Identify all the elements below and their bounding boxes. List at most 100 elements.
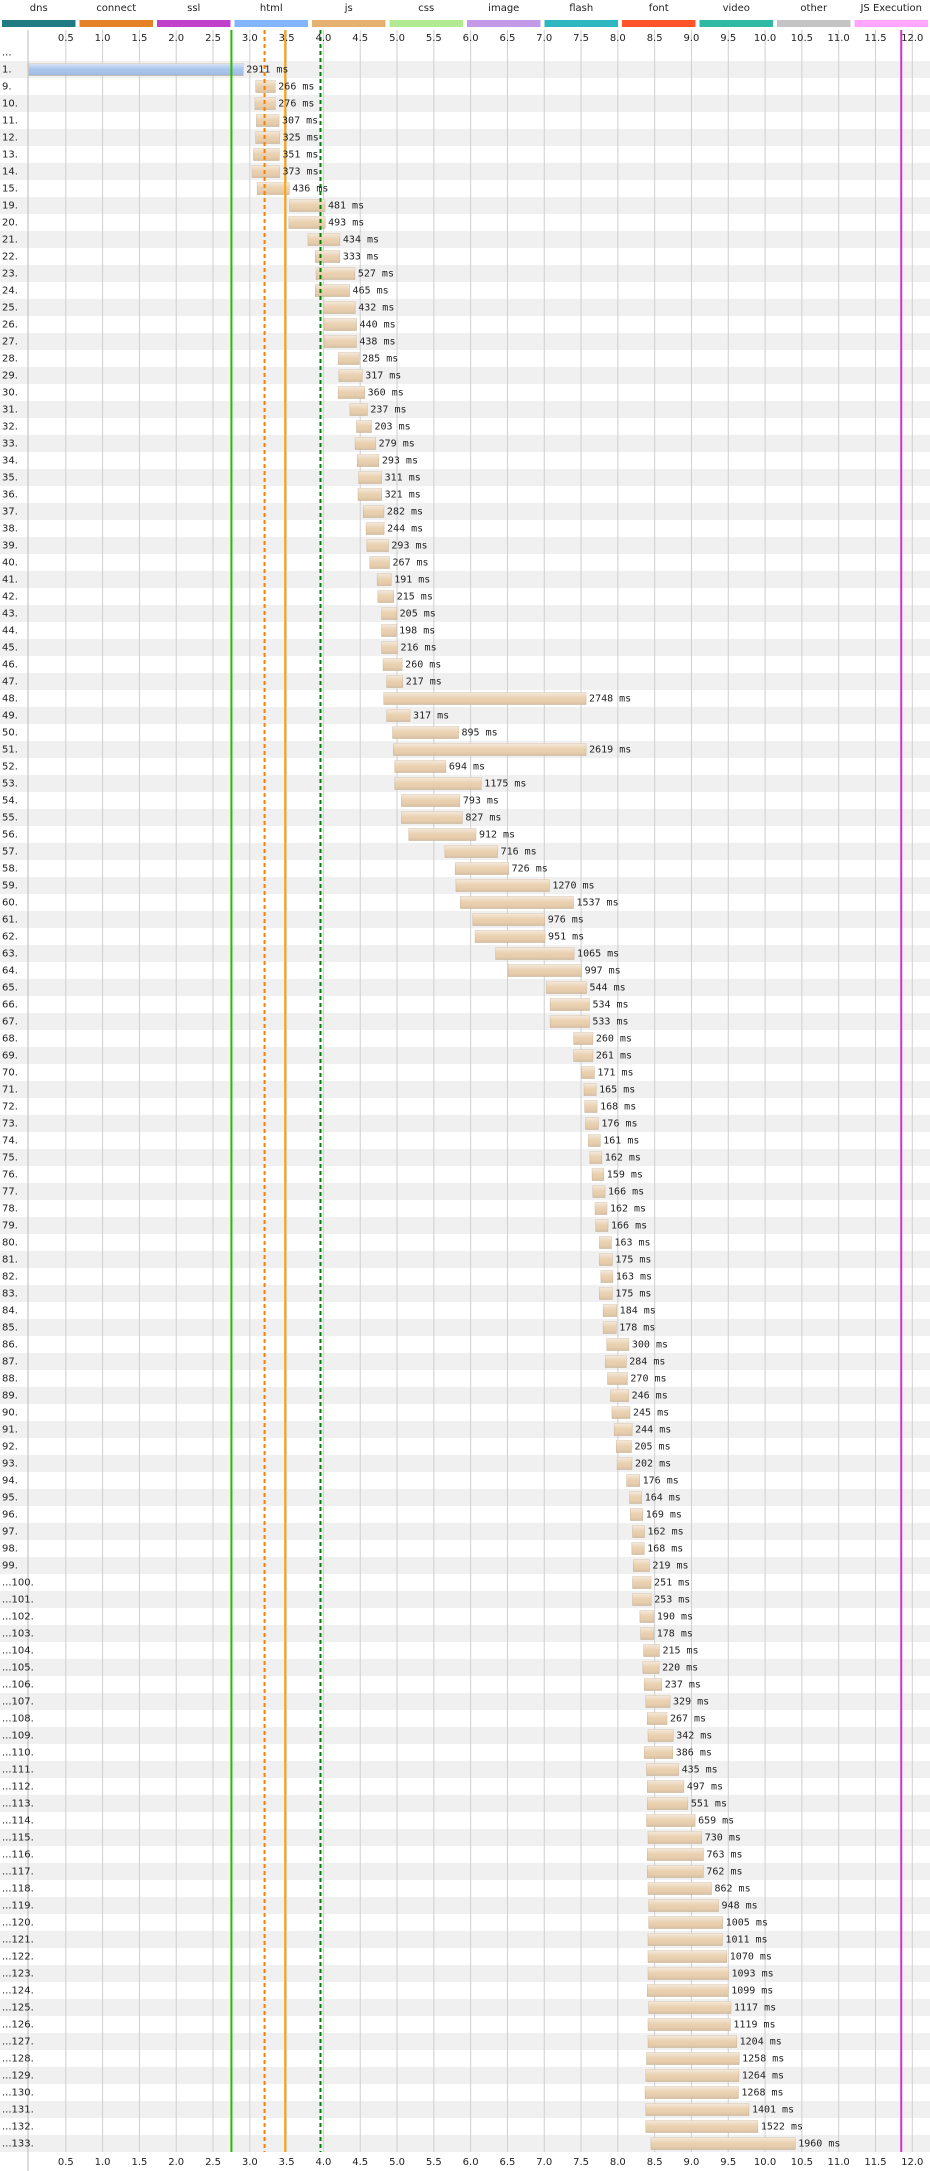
row-stripe — [0, 265, 930, 282]
row-label: 98. — [2, 1544, 18, 1555]
bar-shine — [455, 862, 509, 875]
labels: dns connect ssl html js css image flash font vide… — [2, 3, 923, 2168]
duration-label: 551 ms — [691, 1799, 727, 1810]
duration-label: 162 ms — [610, 1204, 646, 1215]
duration-label: 261 ms — [596, 1051, 632, 1062]
row-label: 69. — [2, 1051, 18, 1062]
row-label: 1. — [2, 65, 12, 76]
bar-shine — [640, 1627, 654, 1640]
duration-label: 164 ms — [645, 1493, 681, 1504]
row-stripe — [0, 979, 930, 996]
bar-shine — [358, 471, 382, 484]
bar-shine — [592, 1185, 606, 1198]
duration-label: 171 ms — [597, 1068, 633, 1079]
bar-shine — [647, 1865, 704, 1878]
row-stripe — [0, 1081, 930, 1098]
bar-shine — [444, 845, 498, 858]
duration-label: 245 ms — [633, 1408, 669, 1419]
duration-label: 178 ms — [657, 1629, 693, 1640]
row-label: 26. — [2, 320, 18, 331]
row-label: 38. — [2, 524, 18, 535]
x-tick-label: 1.0 — [95, 2157, 111, 2168]
duration-label: 497 ms — [687, 1782, 723, 1793]
x-tick-label: 11.5 — [864, 2157, 886, 2168]
duration-label: 175 ms — [615, 1255, 651, 1266]
row-label: 34. — [2, 456, 18, 467]
duration-label: 793 ms — [463, 796, 499, 807]
legend-swatch — [79, 20, 153, 27]
duration-label: 260 ms — [596, 1034, 632, 1045]
row-label: ...129. — [2, 2071, 34, 2082]
duration-label: 1264 ms — [742, 2071, 784, 2082]
duration-label: 438 ms — [359, 337, 395, 348]
duration-label: 161 ms — [603, 1136, 639, 1147]
bar-shine — [639, 1610, 654, 1623]
row-label: 46. — [2, 660, 18, 671]
row-label: ...109. — [2, 1731, 34, 1742]
row-stripe — [0, 129, 930, 146]
duration-label: 282 ms — [387, 507, 423, 518]
duration-label: 276 ms — [278, 99, 314, 110]
duration-label: 544 ms — [589, 983, 625, 994]
duration-label: 481 ms — [328, 201, 364, 212]
duration-label: 251 ms — [654, 1578, 690, 1589]
bar-shine — [611, 1406, 630, 1419]
row-label: 13. — [2, 150, 18, 161]
row-label: 42. — [2, 592, 18, 603]
duration-label: 163 ms — [616, 1272, 652, 1283]
x-tick-label: 7.5 — [573, 33, 589, 44]
row-stripe — [0, 1659, 930, 1676]
duration-label: 1093 ms — [731, 1969, 773, 1980]
bar-shine — [288, 216, 326, 229]
duration-label: 246 ms — [632, 1391, 668, 1402]
duration-label: 163 ms — [614, 1238, 650, 1249]
row-label: 72. — [2, 1102, 18, 1113]
bar-shine — [648, 1967, 729, 1980]
x-tick-label: 4.5 — [352, 2157, 368, 2168]
row-label: 27. — [2, 337, 18, 348]
duration-label: 373 ms — [282, 167, 318, 178]
bar-shine — [630, 1508, 643, 1521]
bar-shine — [648, 1916, 723, 1929]
row-label: 92. — [2, 1442, 18, 1453]
row-label: 36. — [2, 490, 18, 501]
legend-swatch — [389, 20, 463, 27]
row-stripe — [0, 1489, 930, 1506]
bar-shine — [614, 1423, 633, 1436]
duration-label: 1960 ms — [798, 2139, 840, 2150]
bar-shine — [589, 1151, 602, 1164]
row-label: 33. — [2, 439, 18, 450]
row-label: 77. — [2, 1187, 18, 1198]
bar-shine — [573, 1032, 593, 1045]
row-label: ...130. — [2, 2088, 34, 2099]
bar-shine — [648, 1950, 727, 1963]
row-label: 50. — [2, 728, 18, 739]
legend-label: other — [800, 3, 828, 14]
duration-label: 659 ms — [698, 1816, 734, 1827]
legend-label: connect — [96, 3, 136, 14]
row-label: ...102. — [2, 1612, 34, 1623]
row-label: 85. — [2, 1323, 18, 1334]
bar-shine — [648, 1729, 674, 1742]
bar-shine — [647, 1797, 688, 1810]
row-stripe — [0, 231, 930, 248]
duration-label: 351 ms — [282, 150, 318, 161]
bar-shine — [369, 556, 390, 569]
bar-shine — [595, 1202, 607, 1215]
bar-shine — [358, 488, 382, 501]
bar-shine — [599, 1253, 613, 1266]
bar-shine — [648, 2001, 731, 2014]
row-label: ...100. — [2, 1578, 34, 1589]
row-label: 21. — [2, 235, 18, 246]
x-tick-label: 0.5 — [58, 33, 74, 44]
row-label: ...112. — [2, 1782, 34, 1793]
row-label: 93. — [2, 1459, 18, 1470]
x-tick-label: 9.0 — [684, 33, 700, 44]
row-stripe — [0, 197, 930, 214]
bar-shine — [629, 1491, 642, 1504]
row-label: ...114. — [2, 1816, 34, 1827]
legend-label: html — [260, 3, 283, 14]
duration-label: 1005 ms — [726, 1918, 768, 1929]
bars — [2, 20, 928, 2150]
row-label: 88. — [2, 1374, 18, 1385]
